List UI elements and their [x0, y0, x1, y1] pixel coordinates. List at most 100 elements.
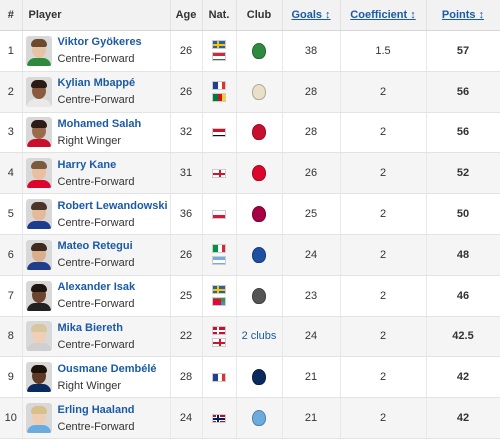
psg-crest[interactable] — [252, 369, 266, 386]
table-row: 7 Alexander Isak Centre-Forward 25 23 2 … — [0, 275, 500, 317]
coefficient-cell: 2 — [340, 112, 427, 154]
goals-cell[interactable]: 24 — [282, 234, 341, 276]
rank-cell: 1 — [0, 30, 23, 72]
egypt-flag — [212, 127, 226, 137]
player-name-link[interactable]: Ousmane Dembélé — [57, 362, 157, 375]
player-name-link[interactable]: Viktor Gyökeres — [57, 36, 142, 49]
rank-cell: 7 — [0, 275, 23, 317]
player-name-link[interactable]: Kylian Mbappé — [57, 77, 136, 90]
norway-flag — [212, 413, 226, 423]
goals-sort-header[interactable]: Goals ↕ — [282, 0, 341, 31]
player-photo[interactable] — [25, 158, 52, 189]
france-flag — [212, 81, 226, 91]
table-row: 2 Kylian Mbappé Centre-Forward 26 28 2 5… — [0, 71, 500, 113]
player-position: Centre-Forward — [57, 53, 135, 66]
hungary-flag — [212, 52, 226, 62]
real-madrid-crest[interactable] — [252, 83, 266, 100]
manchester-city-crest[interactable] — [252, 410, 266, 427]
liverpool-crest[interactable] — [252, 124, 266, 141]
rank-cell: 10 — [0, 397, 23, 439]
points-sort-header[interactable]: Points ↕ — [426, 0, 500, 31]
points-cell: 42 — [426, 356, 500, 399]
club-cell — [236, 193, 283, 235]
nationality-cell — [202, 30, 237, 72]
player-name-link[interactable]: Mateo Retegui — [57, 240, 133, 253]
rank-cell: 4 — [0, 152, 23, 195]
rank-header: # — [0, 0, 23, 31]
club-cell — [236, 234, 283, 276]
club-cell — [236, 356, 283, 399]
sporting-crest[interactable] — [252, 42, 266, 59]
age-cell: 26 — [170, 30, 203, 72]
age-cell: 32 — [170, 112, 203, 154]
nationality-cell — [202, 397, 237, 439]
sweden-flag — [212, 40, 226, 50]
table-row: 6 Mateo Retegui Centre-Forward 26 24 2 4… — [0, 234, 500, 276]
rank-cell: 6 — [0, 234, 23, 276]
france-flag — [212, 372, 226, 382]
clubs-link[interactable]: 2 clubs — [241, 330, 277, 343]
player-photo[interactable] — [25, 403, 52, 434]
cameroon-flag — [212, 93, 226, 103]
goals-cell[interactable]: 26 — [282, 152, 341, 195]
points-cell: 56 — [426, 112, 500, 154]
goals-cell[interactable]: 38 — [282, 30, 341, 72]
player-photo[interactable] — [25, 117, 52, 148]
rank-cell: 9 — [0, 356, 23, 399]
goals-cell[interactable]: 28 — [282, 112, 341, 154]
coefficient-cell: 1.5 — [340, 30, 427, 72]
nationality-cell — [202, 275, 237, 317]
coefficient-cell: 2 — [340, 193, 427, 235]
player-name-link[interactable]: Harry Kane — [57, 158, 117, 171]
player-photo[interactable] — [25, 239, 52, 270]
table-row: 1 Viktor Gyökeres Centre-Forward 26 38 1… — [0, 30, 500, 72]
player-name-link[interactable]: Robert Lewandowski — [57, 199, 168, 212]
newcastle-crest[interactable] — [252, 287, 266, 304]
italy-flag — [212, 244, 226, 254]
bayern-crest[interactable] — [252, 165, 266, 182]
player-header: Player — [22, 0, 171, 31]
club-cell — [236, 397, 283, 439]
points-cell: 56 — [426, 71, 500, 113]
age-cell: 24 — [170, 397, 203, 439]
player-name-link[interactable]: Erling Haaland — [57, 403, 135, 416]
player-photo[interactable] — [25, 321, 52, 352]
age-cell: 26 — [170, 234, 203, 276]
nationality-cell — [202, 71, 237, 113]
player-name-link[interactable]: Mohamed Salah — [57, 117, 142, 130]
player-position: Centre-Forward — [57, 94, 135, 107]
nationality-cell — [202, 193, 237, 235]
player-name-link[interactable]: Alexander Isak — [57, 281, 136, 294]
club-cell — [236, 112, 283, 154]
goals-cell[interactable]: 23 — [282, 275, 341, 317]
player-position: Centre-Forward — [57, 338, 135, 351]
goals-cell[interactable]: 28 — [282, 71, 341, 113]
table-row: 9 Ousmane Dembélé Right Winger 28 21 2 4… — [0, 356, 500, 399]
england-flag — [212, 168, 226, 178]
player-cell: Mohamed Salah Right Winger — [22, 112, 171, 154]
player-position: Centre-Forward — [57, 216, 135, 229]
player-photo[interactable] — [25, 362, 52, 393]
goals-cell[interactable]: 25 — [282, 193, 341, 235]
coefficient-cell: 2 — [340, 397, 427, 439]
goals-cell[interactable]: 21 — [282, 397, 341, 439]
nationality-cell — [202, 234, 237, 276]
player-name-link[interactable]: Mika Biereth — [57, 321, 123, 334]
denmark-flag — [212, 325, 226, 335]
points-cell: 57 — [426, 30, 500, 72]
coefficient-sort-header[interactable]: Coefficient ↕ — [340, 0, 427, 31]
table-row: 10 Erling Haaland Centre-Forward 24 21 2… — [0, 397, 500, 439]
player-position: Right Winger — [57, 134, 122, 147]
points-cell: 52 — [426, 152, 500, 195]
goals-cell[interactable]: 21 — [282, 356, 341, 399]
barcelona-crest[interactable] — [252, 206, 266, 223]
goals-cell[interactable]: 24 — [282, 316, 341, 358]
player-cell: Erling Haaland Centre-Forward — [22, 397, 171, 439]
player-photo[interactable] — [25, 280, 52, 311]
table-row: 4 Harry Kane Centre-Forward 31 26 2 52 — [0, 152, 500, 195]
coefficient-cell: 2 — [340, 356, 427, 399]
atalanta-crest[interactable] — [252, 246, 266, 263]
player-photo[interactable] — [25, 76, 52, 107]
player-photo[interactable] — [25, 35, 52, 66]
player-photo[interactable] — [25, 199, 52, 230]
